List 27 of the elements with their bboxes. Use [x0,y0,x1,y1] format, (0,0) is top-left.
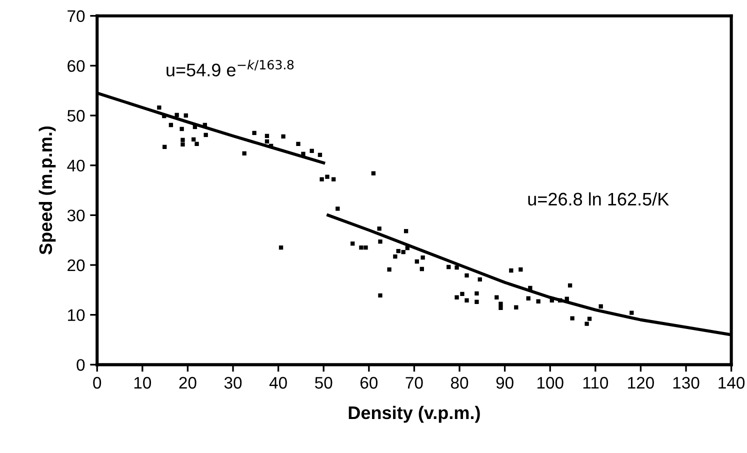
annotation: u=26.8 ln 162.5/K [528,192,669,206]
x-tick-label: 10 [134,376,152,389]
x-tick-label: 30 [224,376,242,389]
x-tick-label: 70 [406,376,423,389]
x-tick-label: 140 [718,376,745,389]
y-tick-label: 0 [76,359,85,371]
annotation: u=54.9 e$^{−k/163.8}$ [166,60,294,76]
y-tick-label: 10 [68,309,85,322]
x-tick-label: 0 [93,376,102,389]
x-tick-label: 130 [673,376,700,389]
x-tick-label: 120 [628,376,654,389]
x-tick-label: 50 [315,376,332,389]
y-tick-label: 60 [68,60,85,72]
x-tick-label: 60 [360,376,378,389]
x-tick-label: 110 [583,376,608,389]
y-tick-label: 30 [67,210,85,222]
x-axis-title: Density (v.p.m.) [348,406,480,423]
x-tick-label: 40 [269,376,287,389]
x-tick-label: 80 [450,376,468,389]
y-tick-label: 70 [68,10,85,22]
y-axis-title: Speed (m.p.m.) [38,126,56,254]
y-tick-label: 50 [67,110,85,122]
y-tick-label: 20 [68,259,85,272]
x-tick-label: 100 [537,376,564,389]
x-tick-label: 20 [179,376,196,389]
y-tick-label: 40 [67,160,85,172]
x-tick-label: 90 [496,376,514,389]
